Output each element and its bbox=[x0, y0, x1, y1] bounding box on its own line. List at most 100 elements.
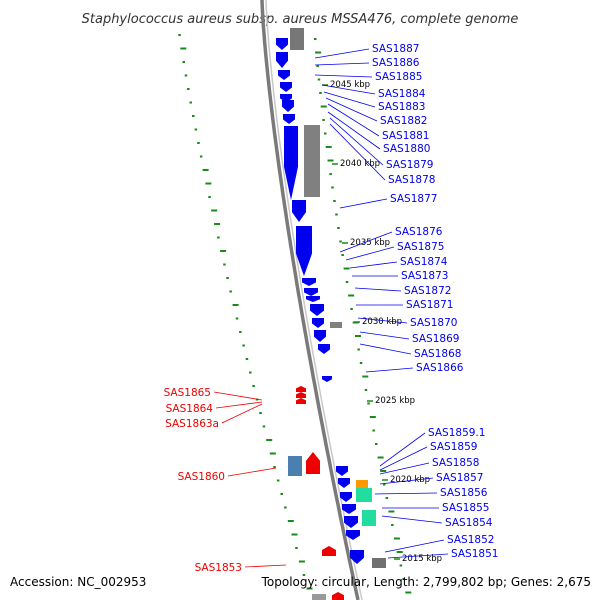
gene-label-forward: SAS1875 bbox=[397, 241, 444, 253]
label-leader-line bbox=[321, 84, 376, 95]
label-leader-line bbox=[384, 539, 445, 553]
gene-track bbox=[276, 28, 386, 600]
gene-label-forward: SAS1852 bbox=[447, 534, 494, 546]
gc-tick bbox=[189, 101, 192, 104]
gene-forward-arrow bbox=[296, 226, 312, 276]
genome-backbone bbox=[260, 0, 363, 600]
gc-tick bbox=[306, 587, 313, 590]
label-leader-line bbox=[314, 62, 370, 66]
gene-label-forward: SAS1880 bbox=[383, 143, 430, 155]
kbp-label: 2030 kbp bbox=[362, 317, 402, 327]
kbp-label: 2045 kbp bbox=[330, 80, 370, 90]
gene-forward-arrow bbox=[340, 492, 352, 502]
gene-label-reverse: SAS1864 bbox=[166, 403, 214, 415]
gc-tick bbox=[369, 416, 376, 418]
gene-forward-arrow bbox=[292, 200, 306, 222]
label-leader-line bbox=[345, 246, 395, 261]
label-leader-line bbox=[329, 123, 386, 181]
gc-tick bbox=[205, 182, 212, 185]
gc-tick bbox=[359, 362, 363, 364]
label-leader-line bbox=[349, 261, 398, 269]
gene-label-reverse: SAS1853 bbox=[195, 562, 242, 574]
gene-label-forward: SAS1872 bbox=[404, 285, 451, 297]
gene-label-forward: SAS1877 bbox=[390, 193, 437, 205]
kbp-label: 2035 kbp bbox=[350, 238, 390, 248]
gene-label-reverse: SAS1865 bbox=[164, 387, 211, 399]
label-leader-line bbox=[227, 467, 277, 477]
gene-forward-arrow bbox=[314, 330, 326, 342]
gene-reverse-arrow bbox=[296, 392, 306, 398]
gc-tick bbox=[287, 520, 294, 522]
gene-grey-block bbox=[330, 322, 342, 328]
gc-tick bbox=[249, 371, 252, 374]
label-leader-line bbox=[381, 515, 443, 524]
gene-label-forward: SAS1868 bbox=[414, 348, 461, 360]
gene-label-forward: SAS1855 bbox=[442, 502, 489, 514]
gene-forward-arrow bbox=[310, 304, 324, 316]
gc-tick bbox=[375, 443, 378, 445]
gc-tick bbox=[325, 146, 332, 148]
gene-label-forward: SAS1887 bbox=[372, 43, 419, 55]
gc-tick bbox=[322, 119, 325, 121]
gc-tick bbox=[339, 240, 342, 243]
kbp-label: 2025 kbp bbox=[375, 396, 415, 406]
gc-tick bbox=[314, 38, 317, 40]
genome-summary: Topology: circular, Length: 2,799,802 bp… bbox=[261, 575, 591, 589]
gc-tick bbox=[357, 348, 360, 351]
gc-tick bbox=[180, 47, 187, 50]
gc-tick bbox=[211, 209, 218, 212]
gc-tick bbox=[317, 78, 321, 81]
gc-content-track bbox=[178, 34, 412, 594]
gene-label-forward: SAS1878 bbox=[388, 174, 435, 186]
gene-forward-arrow bbox=[318, 344, 330, 354]
gc-tick bbox=[226, 277, 229, 279]
label-leader-line bbox=[213, 391, 263, 401]
gene-reverse-arrow bbox=[296, 386, 306, 392]
gc-tick bbox=[362, 375, 369, 378]
gene-label-reverse: SAS1863a bbox=[165, 418, 219, 430]
gene-label-forward: SAS1879 bbox=[386, 159, 433, 171]
gc-tick bbox=[385, 497, 389, 499]
gc-tick bbox=[295, 547, 298, 549]
gene-highlight-steel bbox=[288, 456, 302, 476]
gene-label-forward: SAS1857 bbox=[436, 472, 483, 484]
gene-highlight-teal bbox=[362, 510, 376, 526]
label-leader-line bbox=[379, 432, 426, 467]
label-leader-line bbox=[359, 331, 410, 340]
gene-reverse-arrow bbox=[306, 452, 320, 474]
gc-tick bbox=[284, 506, 287, 509]
gene-label-forward: SAS1886 bbox=[372, 57, 420, 69]
gc-tick bbox=[259, 412, 262, 414]
gc-tick bbox=[319, 92, 322, 94]
gc-tick bbox=[343, 267, 350, 270]
gene-label-reverse: SAS1860 bbox=[178, 471, 225, 483]
kbp-scale: 2045 kbp 2040 kbp 2035 kbp 2030 kbp 2025 kbp… bbox=[322, 80, 442, 564]
gene-forward-arrow bbox=[342, 504, 356, 514]
gene-forward-arrow bbox=[346, 530, 360, 540]
gene-forward-arrow bbox=[312, 318, 324, 328]
gc-tick bbox=[402, 578, 405, 580]
gene-forward-arrow bbox=[306, 296, 320, 302]
gc-tick bbox=[372, 429, 375, 432]
gc-tick bbox=[396, 551, 403, 553]
gc-tick bbox=[182, 61, 185, 63]
gc-tick bbox=[333, 200, 336, 202]
gene-label-forward: SAS1851 bbox=[451, 548, 498, 560]
gc-tick bbox=[202, 169, 209, 171]
label-leader-line bbox=[314, 48, 370, 59]
gc-tick bbox=[273, 466, 276, 468]
gc-tick bbox=[266, 439, 273, 441]
gene-forward-arrow bbox=[283, 114, 295, 124]
gene-forward-arrow bbox=[338, 478, 350, 488]
gc-tick bbox=[220, 250, 227, 252]
gene-highlight-orange bbox=[356, 480, 368, 488]
gene-grey-block bbox=[312, 594, 326, 600]
gc-tick bbox=[242, 344, 245, 347]
gene-forward-arrow bbox=[350, 550, 364, 564]
gc-tick bbox=[291, 533, 298, 536]
gene-label-forward: SAS1871 bbox=[406, 299, 453, 311]
accession-label: Accession: NC_002953 bbox=[10, 575, 146, 589]
gc-tick bbox=[252, 385, 255, 387]
label-leader-line bbox=[329, 117, 384, 166]
